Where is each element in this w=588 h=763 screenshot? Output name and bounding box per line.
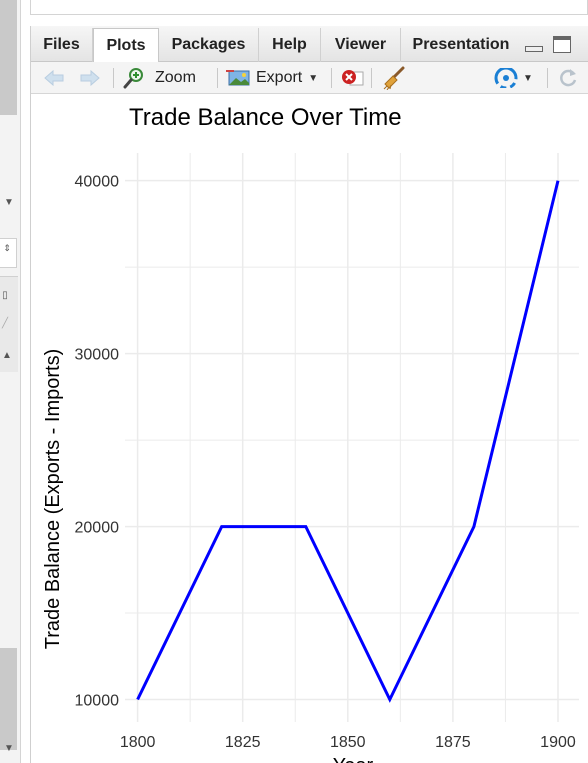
- chart-tick-labels: 1800 1825 1850 1875 1900 10000 20000 30000 40000: [75, 174, 576, 751]
- tab-plots[interactable]: Plots: [93, 28, 159, 63]
- y-tick-label: 40000: [75, 174, 120, 191]
- tab-presentation[interactable]: Presentation: [412, 36, 510, 53]
- x-tick-label: 1900: [540, 734, 576, 751]
- spinner-arrows-icon[interactable]: ⇕: [3, 243, 11, 253]
- upper-pane-edge: [30, 0, 588, 15]
- left-toolbar-fragment: ▯ ╱ ▲: [0, 276, 18, 372]
- zoom-label: Zoom: [155, 69, 196, 86]
- tab-viewer[interactable]: Viewer: [321, 28, 401, 62]
- refresh-icon: [560, 69, 577, 87]
- toolbar-divider: [371, 68, 372, 88]
- toolbar-divider: [217, 68, 218, 88]
- y-tick-label: 10000: [75, 693, 120, 710]
- x-tick-label: 1800: [120, 734, 156, 751]
- tab-files[interactable]: Files: [31, 28, 93, 62]
- clear-all-plots-button[interactable]: [381, 62, 407, 94]
- toolbar-divider: [113, 68, 114, 88]
- previous-plot-button[interactable]: [43, 62, 65, 94]
- x-tick-label: 1850: [330, 734, 366, 751]
- next-plot-button[interactable]: [79, 62, 101, 94]
- chart-title: Trade Balance Over Time: [129, 104, 402, 131]
- plots-toolbar: Zoom Export ▼: [31, 62, 588, 94]
- tab-help[interactable]: Help: [259, 28, 321, 62]
- document-icon[interactable]: ▯: [2, 290, 8, 301]
- back-arrow-icon: [44, 70, 64, 86]
- refresh-button[interactable]: [557, 62, 579, 94]
- tab-packages[interactable]: Packages: [159, 28, 259, 62]
- pane-tabbar: Files Plots Packages Help Viewer Present…: [31, 26, 588, 63]
- pencil-icon[interactable]: ╱: [1, 318, 9, 329]
- remove-plot-button[interactable]: [340, 62, 364, 94]
- left-scrollbar-thumb-lower[interactable]: [0, 648, 17, 750]
- zoom-button[interactable]: Zoom: [123, 62, 196, 94]
- maximize-pane-icon[interactable]: [553, 36, 571, 53]
- scroll-down-icon[interactable]: ▼: [4, 743, 14, 754]
- trade-balance-chart: Trade Balance Over Time Trade Balance (E…: [42, 104, 579, 763]
- export-label: Export: [256, 69, 303, 86]
- x-tick-label: 1825: [225, 734, 261, 751]
- broom-icon: [383, 66, 405, 90]
- chevron-down-icon: ▼: [308, 72, 319, 84]
- left-scrollbar-thumb[interactable]: [0, 0, 17, 115]
- left-spinner[interactable]: ⇕: [0, 238, 17, 268]
- series-line: [136, 180, 560, 703]
- x-axis-label: Year: [333, 755, 374, 763]
- left-pane-edge: ▼ ⇕ ▯ ╱ ▲ ▼: [0, 0, 21, 763]
- collapse-up-icon[interactable]: ▲: [2, 350, 12, 361]
- collapse-down-icon[interactable]: ▼: [4, 197, 14, 208]
- chart-major-gridlines: [125, 153, 579, 722]
- toolbar-divider: [331, 68, 332, 88]
- publish-menu-button[interactable]: ▼: [493, 62, 533, 94]
- chevron-down-icon: ▼: [523, 72, 533, 84]
- magnifier-zoom-icon: [123, 68, 143, 89]
- publish-icon: [494, 68, 518, 88]
- x-tick-label: 1875: [435, 734, 471, 751]
- chart-series: [136, 180, 560, 703]
- y-tick-label: 30000: [75, 347, 120, 364]
- y-axis-label: Trade Balance (Exports - Imports): [42, 349, 64, 649]
- y-tick-label: 20000: [75, 520, 120, 537]
- plots-pane: Files Plots Packages Help Viewer Present…: [30, 26, 588, 763]
- forward-arrow-icon: [80, 70, 100, 86]
- chart-minor-gridlines: [125, 153, 579, 722]
- minimize-pane-icon[interactable]: [525, 38, 543, 52]
- remove-plot-icon: [342, 70, 364, 86]
- toolbar-divider: [547, 68, 548, 88]
- export-image-icon: [226, 70, 250, 86]
- export-menu-button[interactable]: Export ▼: [226, 62, 318, 94]
- plot-viewer[interactable]: Trade Balance Over Time Trade Balance (E…: [31, 94, 588, 763]
